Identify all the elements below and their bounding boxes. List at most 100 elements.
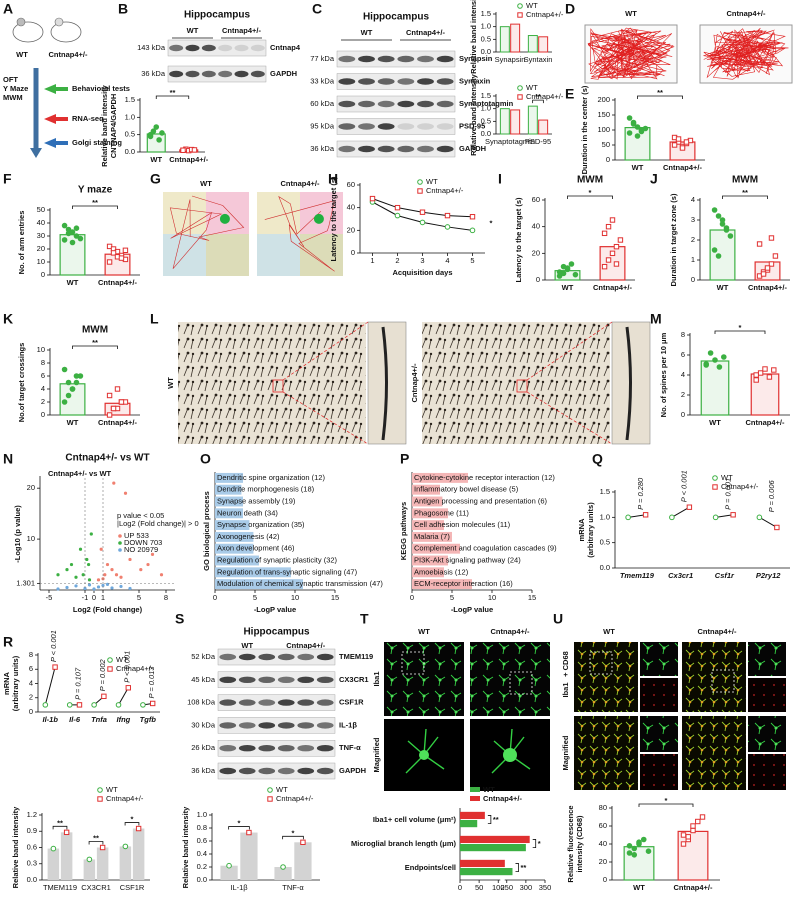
data-point xyxy=(764,265,771,271)
data-point xyxy=(690,823,696,829)
y-tick-label: 50 xyxy=(602,140,610,149)
p-value-label: P < 0.001 xyxy=(49,630,58,662)
data-point xyxy=(74,575,78,579)
bar xyxy=(412,567,444,578)
x-tick-label: Csf1r xyxy=(715,571,735,580)
bar xyxy=(215,520,250,531)
legend-label: Cntnap4+/- xyxy=(106,794,144,803)
image-label: Cntnap4+/- xyxy=(698,627,737,636)
data-point xyxy=(642,512,649,518)
legend-label: UP 533 xyxy=(124,531,149,540)
data-point xyxy=(69,562,74,567)
y-tick-label: 8 xyxy=(41,358,45,367)
x-tick-label: 10 xyxy=(488,593,496,602)
data-point xyxy=(135,825,142,832)
maze-quadrant xyxy=(257,192,300,234)
data-point xyxy=(695,818,701,825)
bar xyxy=(412,555,448,566)
y-tick-label: 3 xyxy=(691,215,695,224)
timeline-arrowhead xyxy=(30,148,42,158)
y-axis-label: KEGG pathways xyxy=(399,502,408,560)
data-point xyxy=(149,700,156,707)
bar xyxy=(412,508,448,519)
image-row-label: Iba1 xyxy=(372,671,381,686)
blot-band xyxy=(397,123,415,130)
data-point xyxy=(106,412,113,418)
sig-label: * xyxy=(538,839,541,848)
y-tick-label: 40 xyxy=(347,203,355,212)
blot-name: Synapsin xyxy=(459,54,493,63)
sig-label: * xyxy=(665,796,668,805)
y-tick-label: 20 xyxy=(37,244,45,253)
bar-label: Regulation of trans-synaptic signaling (… xyxy=(217,567,358,576)
golgi-image xyxy=(422,322,610,444)
x-tick-label: Cntnap4+/- xyxy=(674,883,713,892)
blot-name: IL-1β xyxy=(339,720,357,729)
y-tick-label: 100 xyxy=(597,125,610,134)
sig-bracket xyxy=(532,99,544,104)
bar xyxy=(215,543,254,554)
data-point xyxy=(613,243,620,250)
bar-label: Axon development (46) xyxy=(217,544,295,553)
data-point xyxy=(556,269,563,275)
legend-label: WT xyxy=(116,655,128,664)
blot-kda: 30 kDa xyxy=(191,720,216,729)
y-tick-label: 0.4 xyxy=(197,849,207,858)
cd68-magnified xyxy=(574,716,638,790)
blot-name: Cntnap4 xyxy=(270,43,301,52)
blot-band xyxy=(219,767,237,775)
y-tick-label: 1.5 xyxy=(481,9,491,18)
blot-band xyxy=(338,55,356,63)
blot-band xyxy=(238,767,256,775)
x-tick-label: Cntnap4+/- xyxy=(746,418,785,427)
data-point xyxy=(568,261,575,267)
y-tick-label: 0 xyxy=(691,275,695,284)
x-tick-label: Cntnap4+/- xyxy=(98,278,137,287)
x-tick-label: 10 xyxy=(291,593,299,602)
blot-band xyxy=(218,44,233,52)
bar xyxy=(538,36,549,53)
data-point xyxy=(122,247,129,254)
x-tick-label: Synaptotagmin xyxy=(485,137,535,146)
blot-name: GAPDH xyxy=(270,69,297,78)
bar-label: Complement and coagulation cascades (9) xyxy=(414,544,557,553)
blot-band xyxy=(377,55,395,63)
image-label: WT xyxy=(200,179,212,188)
bar xyxy=(294,842,312,880)
image-label: Cntnap4+/- xyxy=(491,627,530,636)
legend-marker xyxy=(417,179,423,185)
data-point xyxy=(159,130,165,136)
data-point xyxy=(601,263,608,270)
cd68-image xyxy=(574,642,638,712)
chart-title: MWM xyxy=(82,325,108,336)
legend-label: NO 20979 xyxy=(124,545,158,554)
data-point xyxy=(76,702,83,708)
data-point xyxy=(101,693,107,700)
blot-strip xyxy=(336,118,456,135)
bar-label: Dendrite morphogenesis (18) xyxy=(217,485,315,494)
p-value-label: P = 0.107 xyxy=(74,667,83,700)
data-point xyxy=(159,573,164,577)
blot-band xyxy=(238,699,256,706)
data-point xyxy=(766,374,773,380)
blot-band xyxy=(250,44,265,52)
cd68-green-mag xyxy=(640,716,678,752)
y-axis-label: Relative band intensity xyxy=(469,0,478,74)
bar-label: Synapse organization (35) xyxy=(217,520,305,529)
bar xyxy=(460,844,526,852)
blot-strip xyxy=(336,50,456,68)
y-tick-label: 30 xyxy=(37,231,45,240)
step-arrow xyxy=(44,84,68,94)
y-tick-label: 6 xyxy=(29,664,33,673)
y-tick-label: 1 xyxy=(691,255,695,264)
blot-band xyxy=(234,70,249,78)
data-point xyxy=(280,864,286,870)
legend-label: Cntnap4+/- xyxy=(526,10,564,19)
data-point xyxy=(444,212,451,219)
data-point xyxy=(721,354,727,360)
data-point xyxy=(150,128,157,134)
data-point xyxy=(146,562,150,567)
legend-label: WT xyxy=(721,473,733,482)
bar-label: Malaria (7) xyxy=(414,532,450,541)
x-tick-label: -5 xyxy=(46,593,53,602)
